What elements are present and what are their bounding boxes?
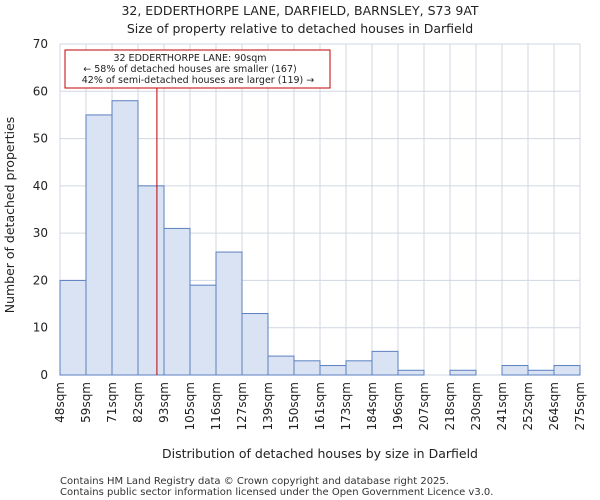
- histogram-bar: [293, 360, 321, 376]
- y-tick-label: 20: [33, 273, 48, 287]
- histogram-bar: [189, 284, 217, 376]
- x-tick-label: 241sqm: [495, 382, 509, 430]
- x-axis-label: Distribution of detached houses by size …: [162, 446, 478, 461]
- footer-line1: Contains HM Land Registry data © Crown c…: [60, 476, 449, 487]
- x-tick-label: 252sqm: [521, 382, 535, 430]
- histogram-bar: [215, 251, 243, 376]
- x-tick-label: 105sqm: [183, 382, 197, 430]
- histogram-bar: [319, 365, 347, 376]
- annotation-line3: 42% of semi-detached houses are larger (…: [82, 75, 315, 86]
- histogram-bar: [449, 369, 477, 376]
- x-tick-label: 150sqm: [287, 382, 301, 430]
- x-tick-label: 275sqm: [573, 382, 587, 430]
- histogram-bar: [345, 360, 373, 376]
- x-tick-label: 207sqm: [417, 382, 431, 430]
- x-tick-label: 82sqm: [131, 382, 145, 423]
- y-tick-label: 50: [33, 132, 48, 146]
- histogram-bar: [241, 313, 269, 376]
- x-tick-label: 48sqm: [53, 382, 67, 423]
- chart-title-line1: 32, EDDERTHORPE LANE, DARFIELD, BARNSLEY…: [121, 3, 478, 18]
- histogram-bar: [85, 114, 113, 376]
- x-tick-label: 184sqm: [365, 382, 379, 430]
- y-axis-ticks: 0 10 20 30 40 50 60 70: [33, 37, 48, 382]
- y-tick-label: 30: [33, 226, 48, 240]
- y-tick-label: 60: [33, 84, 48, 98]
- histogram-bar: [397, 369, 425, 376]
- annotation-frame: [64, 49, 331, 89]
- annotation-line1: 32 EDDERTHORPE LANE: 90sqm: [113, 53, 266, 64]
- y-tick-label: 70: [33, 37, 48, 51]
- x-tick-label: 218sqm: [443, 382, 457, 430]
- annotation-line2: ← 58% of detached houses are smaller (16…: [83, 64, 296, 75]
- x-tick-label: 230sqm: [469, 382, 483, 430]
- histogram-bar: [163, 227, 191, 376]
- histogram-bar: [553, 365, 581, 376]
- x-tick-label: 59sqm: [79, 382, 93, 423]
- x-tick-label: 139sqm: [261, 382, 275, 430]
- y-axis-label: Number of detached properties: [2, 117, 17, 314]
- y-tick-label: 40: [33, 179, 48, 193]
- x-tick-label: 93sqm: [157, 382, 171, 423]
- histogram-bar: [137, 185, 165, 376]
- x-tick-label: 196sqm: [391, 382, 405, 430]
- annotation-box: 32 EDDERTHORPE LANE: 90sqm ← 58% of deta…: [64, 49, 331, 89]
- histogram-bar: [501, 365, 529, 376]
- y-tick-label: 0: [40, 368, 48, 382]
- histogram-bar: [371, 350, 399, 376]
- x-tick-label: 71sqm: [105, 382, 119, 423]
- footer-line2: Contains public sector information licen…: [60, 487, 493, 498]
- x-tick-label: 173sqm: [339, 382, 353, 430]
- chart-title-line2: Size of property relative to detached ho…: [127, 21, 473, 36]
- x-tick-label: 127sqm: [235, 382, 249, 430]
- bars: [59, 100, 581, 376]
- histogram-bar: [527, 369, 555, 376]
- histogram-bar: [111, 100, 139, 376]
- y-tick-label: 10: [33, 321, 48, 335]
- x-axis-ticks: 48sqm 59sqm 71sqm 82sqm 93sqm 105sqm 116sqm 127…: [53, 382, 587, 430]
- histogram-bar: [267, 355, 295, 376]
- x-tick-label: 161sqm: [313, 382, 327, 430]
- x-tick-label: 264sqm: [547, 382, 561, 430]
- x-tick-label: 116sqm: [209, 382, 223, 430]
- histogram-bar: [59, 279, 87, 376]
